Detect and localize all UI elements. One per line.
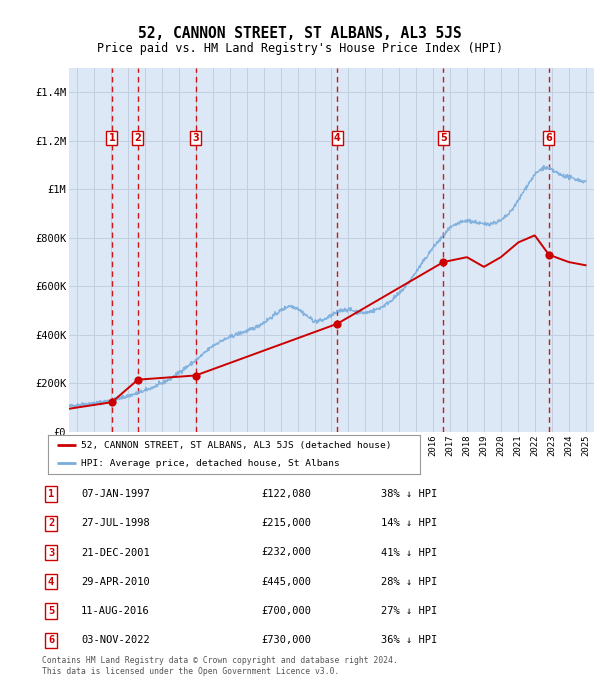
- Text: 28% ↓ HPI: 28% ↓ HPI: [381, 577, 437, 587]
- Text: 5: 5: [48, 606, 54, 616]
- Text: 21-DEC-2001: 21-DEC-2001: [81, 547, 150, 558]
- Point: [191, 370, 200, 381]
- Text: 52, CANNON STREET, ST ALBANS, AL3 5JS (detached house): 52, CANNON STREET, ST ALBANS, AL3 5JS (d…: [82, 441, 392, 449]
- Point: [107, 396, 116, 407]
- Text: 03-NOV-2022: 03-NOV-2022: [81, 635, 150, 645]
- Text: 38% ↓ HPI: 38% ↓ HPI: [381, 489, 437, 499]
- Text: 11-AUG-2016: 11-AUG-2016: [81, 606, 150, 616]
- Text: 1: 1: [109, 133, 115, 143]
- Text: £730,000: £730,000: [261, 635, 311, 645]
- Text: 27-JUL-1998: 27-JUL-1998: [81, 518, 150, 528]
- Text: Price paid vs. HM Land Registry's House Price Index (HPI): Price paid vs. HM Land Registry's House …: [97, 42, 503, 55]
- Text: HPI: Average price, detached house, St Albans: HPI: Average price, detached house, St A…: [82, 459, 340, 468]
- Point: [133, 374, 143, 385]
- Text: 07-JAN-1997: 07-JAN-1997: [81, 489, 150, 499]
- Text: 1: 1: [48, 489, 54, 499]
- Text: 2: 2: [48, 518, 54, 528]
- Text: 29-APR-2010: 29-APR-2010: [81, 577, 150, 587]
- Text: 41% ↓ HPI: 41% ↓ HPI: [381, 547, 437, 558]
- Text: 4: 4: [334, 133, 340, 143]
- Text: 3: 3: [48, 547, 54, 558]
- Text: £122,080: £122,080: [261, 489, 311, 499]
- Text: 52, CANNON STREET, ST ALBANS, AL3 5JS: 52, CANNON STREET, ST ALBANS, AL3 5JS: [138, 26, 462, 41]
- Text: Contains HM Land Registry data © Crown copyright and database right 2024.: Contains HM Land Registry data © Crown c…: [42, 656, 398, 665]
- Text: £445,000: £445,000: [261, 577, 311, 587]
- Text: 5: 5: [440, 133, 447, 143]
- Text: This data is licensed under the Open Government Licence v3.0.: This data is licensed under the Open Gov…: [42, 667, 340, 676]
- Text: £215,000: £215,000: [261, 518, 311, 528]
- Text: 2: 2: [134, 133, 142, 143]
- Point: [332, 318, 342, 329]
- Text: 3: 3: [192, 133, 199, 143]
- Point: [439, 256, 448, 267]
- Text: 6: 6: [48, 635, 54, 645]
- Text: 14% ↓ HPI: 14% ↓ HPI: [381, 518, 437, 528]
- Text: 27% ↓ HPI: 27% ↓ HPI: [381, 606, 437, 616]
- Text: £700,000: £700,000: [261, 606, 311, 616]
- Text: 4: 4: [48, 577, 54, 587]
- Text: 6: 6: [545, 133, 553, 143]
- Text: £232,000: £232,000: [261, 547, 311, 558]
- Point: [544, 250, 554, 260]
- Text: 36% ↓ HPI: 36% ↓ HPI: [381, 635, 437, 645]
